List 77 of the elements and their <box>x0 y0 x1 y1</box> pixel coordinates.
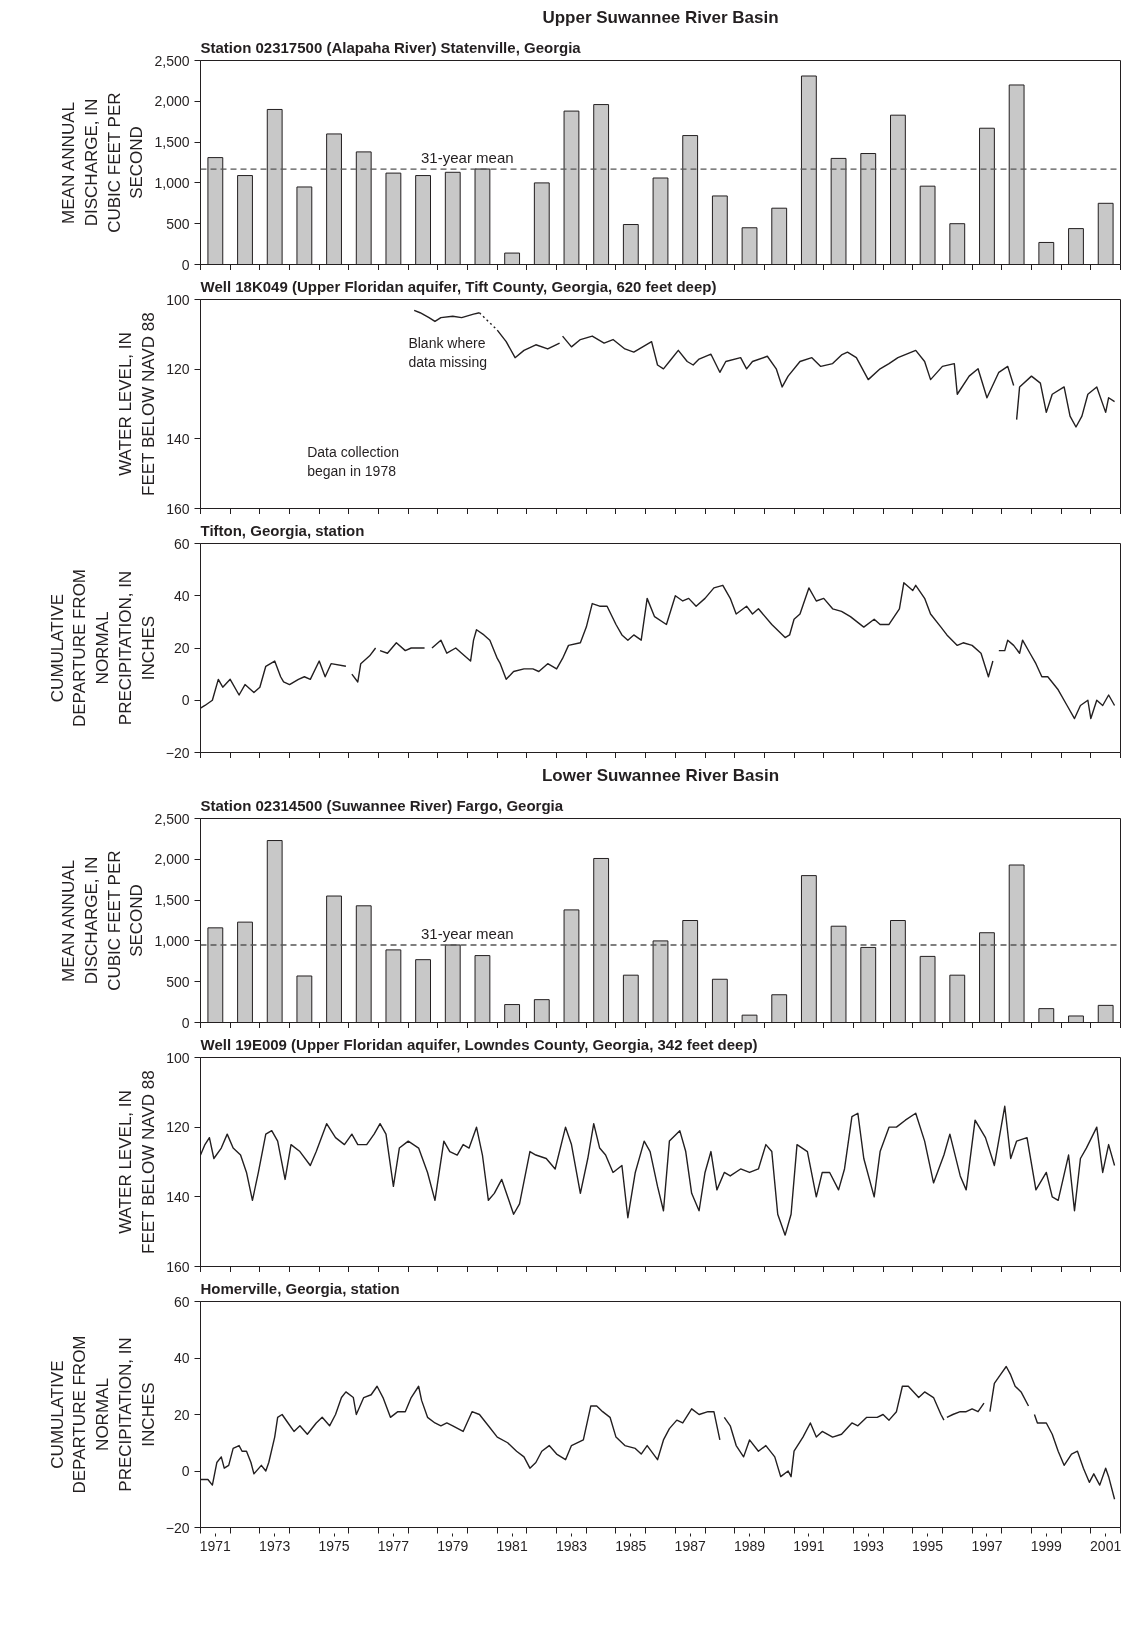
y-tick-label: 40 <box>173 1350 190 1366</box>
line-series <box>379 642 426 654</box>
line-series <box>431 581 994 681</box>
line-series <box>200 660 347 709</box>
y-tick-label: 100 <box>166 291 190 308</box>
y-tick-label: 100 <box>166 1049 190 1066</box>
y-tick-label: 1,000 <box>154 932 190 949</box>
x-tick-label: 1987 <box>674 1537 706 1554</box>
y-tick-label: 2,000 <box>154 851 190 868</box>
y-tick-label: 1,500 <box>154 134 190 151</box>
y-axis-title: CUMULATIVE DEPARTURE FROM NORMAL PRECIPITATION, IN INCHES <box>47 1335 158 1494</box>
y-tick-label: 1,500 <box>154 892 190 909</box>
y-tick-label: 160 <box>166 1258 190 1275</box>
line-series <box>723 1385 945 1478</box>
y-tick-label: 140 <box>166 430 190 447</box>
chart-title: Homerville, Georgia, station <box>200 1279 400 1297</box>
y-tick-label: 20 <box>173 640 190 656</box>
x-tick-label: 1997 <box>971 1537 1003 1554</box>
chart-title: Tifton, Georgia, station <box>200 521 365 539</box>
ref-line-label: 31-year mean <box>421 924 514 942</box>
x-tick-label: 2001 <box>1090 1537 1122 1554</box>
x-tick-label: 1991 <box>793 1537 825 1554</box>
y-tick-label: 120 <box>166 1119 190 1136</box>
x-tick-label: 1993 <box>852 1537 885 1554</box>
y-axis-title: CUMULATIVE DEPARTURE FROM NORMAL PRECIPITATION, IN INCHES <box>47 568 158 728</box>
chart-title: Well 19E009 (Upper Floridan aquifer, Lowndes County, Georgia, 342 feet deep) <box>200 1035 758 1053</box>
y-tick-label: 120 <box>166 361 190 378</box>
y-axis-title: WATER LEVEL, IN FEET BELOW NAVD 88 <box>116 1070 159 1254</box>
chart-title: Upper Suwannee River Basin <box>542 7 779 27</box>
annotation: Blank where data missing <box>408 335 488 371</box>
x-tick-label: 1973 <box>259 1537 291 1554</box>
y-tick-label: 20 <box>173 1406 190 1423</box>
y-tick-label: 500 <box>166 215 190 232</box>
line-series <box>1033 1413 1116 1500</box>
y-tick-label: 0 <box>181 256 190 273</box>
line-series <box>200 1385 721 1486</box>
y-tick-label: 500 <box>166 973 190 990</box>
chart-title: Well 18K049 (Upper Floridan aquifer, Tift County, Georgia, 620 feet deep) <box>200 277 717 295</box>
line-series <box>946 1402 985 1419</box>
line-series <box>561 335 1015 399</box>
x-tick-label: 1971 <box>199 1537 232 1554</box>
x-tick-label: 1983 <box>555 1537 588 1554</box>
ref-line-label: 31-year mean <box>421 149 514 167</box>
x-tick-label: 1981 <box>496 1537 528 1554</box>
y-tick-label: 0 <box>181 1463 190 1479</box>
x-tick-label: 1979 <box>437 1537 469 1554</box>
y-axis-title: MEAN ANNUAL DISCHARGE, IN CUBIC FEET PER SECOND <box>59 92 147 233</box>
chart-title: Lower Suwannee River Basin <box>541 765 780 785</box>
line-series <box>351 647 377 683</box>
x-tick-label: 1999 <box>1030 1537 1063 1554</box>
x-tick-label: 1975 <box>318 1537 350 1554</box>
y-tick-label: 1,000 <box>154 174 190 191</box>
x-tick-label: 1989 <box>733 1537 766 1554</box>
y-tick-label: 60 <box>173 1293 190 1310</box>
y-axis-title: WATER LEVEL, IN FEET BELOW NAVD 88 <box>116 312 159 496</box>
line-series <box>989 1365 1030 1413</box>
y-tick-label: 2,500 <box>154 52 190 69</box>
y-tick-label: 0 <box>181 1014 190 1031</box>
x-tick-label: 1985 <box>615 1537 647 1554</box>
y-tick-label: 160 <box>166 500 190 517</box>
y-tick-label: 2,000 <box>154 93 190 110</box>
y-tick-label: 40 <box>173 587 190 604</box>
y-tick-label: 60 <box>173 535 190 552</box>
chart-subtitle: Station 02317500 (Alapaha River) Statenville, Georgia <box>200 38 582 56</box>
line-series <box>1015 375 1116 428</box>
y-axis-title: MEAN ANNUAL DISCHARGE, IN CUBIC FEET PER SECOND <box>59 850 147 991</box>
y-tick-label: 2,500 <box>154 810 190 827</box>
y-tick-label: −20 <box>165 744 190 761</box>
line-series <box>998 639 1116 720</box>
chart-subtitle: Station 02314500 (Suwannee River) Fargo, Georgia <box>200 796 564 814</box>
y-tick-label: 140 <box>166 1188 190 1205</box>
x-tick-label: 1995 <box>912 1537 944 1554</box>
y-tick-label: −20 <box>165 1519 190 1536</box>
line-series <box>200 1105 1116 1236</box>
y-tick-label: 0 <box>181 692 190 709</box>
annotation: Data collection began in 1978 <box>307 443 400 479</box>
x-tick-label: 1977 <box>377 1537 410 1554</box>
